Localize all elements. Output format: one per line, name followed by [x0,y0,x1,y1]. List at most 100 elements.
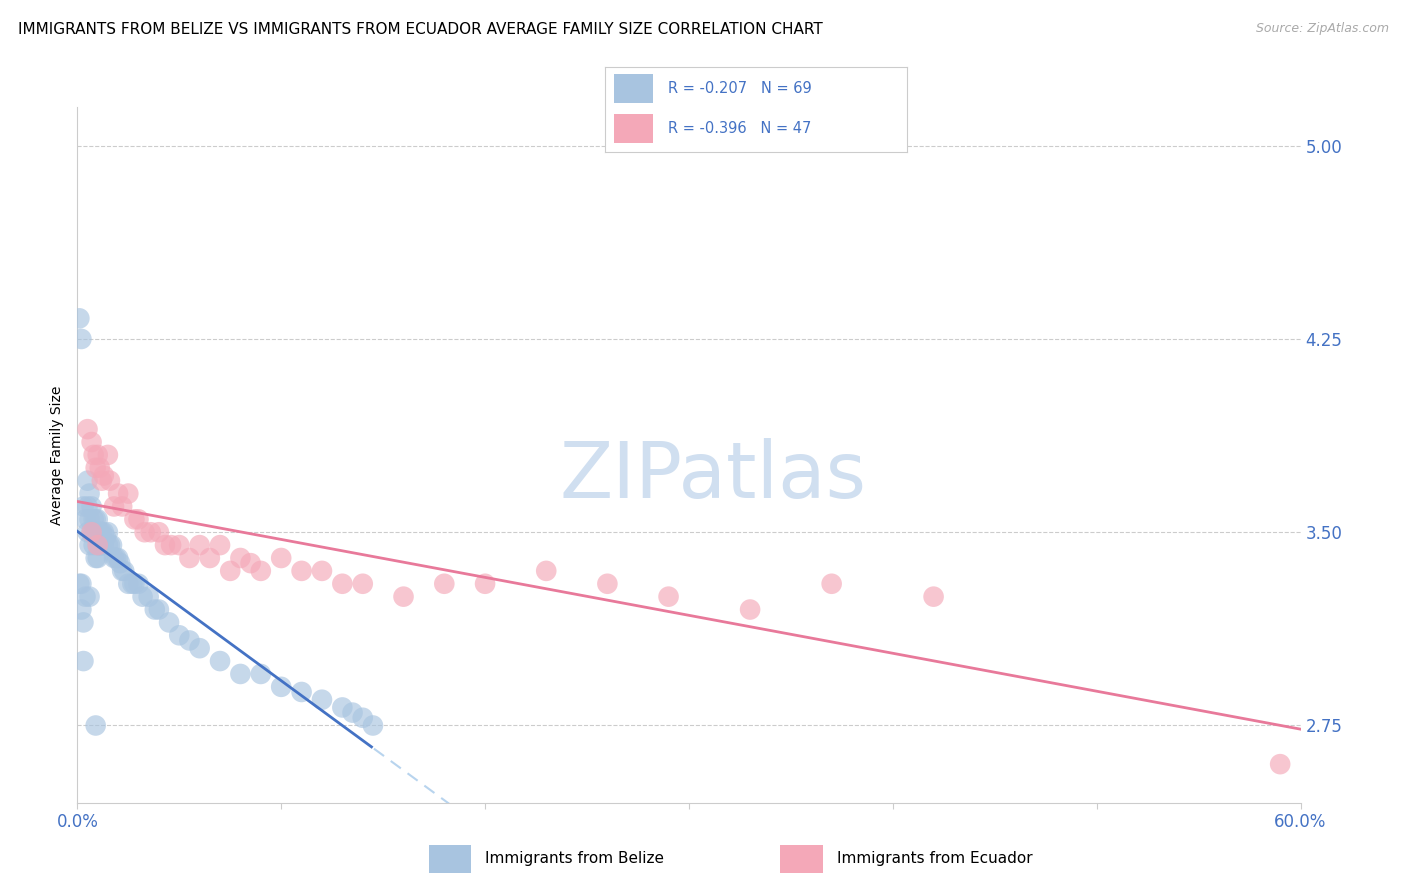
Point [75,512,97,526]
Point [98,474,121,488]
Point [84,551,107,566]
Point [103,500,125,514]
Point [76,474,98,488]
Point [1270,757,1292,772]
Point [83,525,105,540]
Point [536,564,558,578]
Point [124,576,146,591]
Point [179,633,201,648]
Point [117,486,139,500]
Point [80,435,103,450]
Point [67,311,90,326]
Point [131,590,153,604]
Point [188,641,211,656]
Point [188,538,211,552]
Point [311,692,333,706]
Text: Immigrants from Ecuador: Immigrants from Ecuador [837,851,1032,866]
Point [84,525,107,540]
Point [80,525,103,540]
Point [112,564,135,578]
Point [124,512,146,526]
Bar [613,74,652,103]
Point [72,500,94,514]
Point [76,525,98,540]
Point [87,448,110,462]
Point [111,500,134,514]
Point [270,680,292,694]
Point [332,576,354,591]
Point [70,576,93,591]
Point [107,551,129,566]
Point [97,448,120,462]
Point [148,525,170,540]
Point [90,525,112,540]
Bar [780,845,823,872]
Point [79,512,101,526]
Point [75,590,97,604]
Point [79,590,101,604]
Point [250,564,273,578]
Point [179,551,201,566]
Point [153,538,176,552]
Point [121,576,143,591]
Point [361,718,384,732]
Point [169,628,191,642]
Point [103,551,125,566]
Point [84,718,107,732]
Point [291,685,314,699]
Point [128,576,150,591]
Point [93,525,115,540]
Point [311,564,333,578]
Point [198,551,221,566]
Point [433,576,456,591]
Text: R = -0.396   N = 47: R = -0.396 N = 47 [668,120,811,136]
Point [80,525,103,540]
Point [740,602,762,616]
Text: ZIPatlas: ZIPatlas [560,438,868,514]
Point [90,538,112,552]
Point [67,576,90,591]
Bar [429,845,471,872]
Point [101,538,124,552]
Point [87,525,110,540]
Point [84,512,107,526]
Point [250,667,273,681]
Point [596,576,619,591]
Point [239,556,262,570]
Point [342,706,364,720]
Point [72,654,94,668]
Point [87,512,110,526]
Point [209,538,232,552]
Point [80,500,103,514]
Point [117,576,139,591]
Point [83,512,105,526]
Point [70,332,93,346]
Point [76,500,98,514]
Point [83,448,105,462]
Point [332,700,354,714]
Point [270,551,292,566]
Point [922,590,945,604]
Point [148,602,170,616]
Point [229,551,252,566]
Point [72,615,94,630]
Text: IMMIGRANTS FROM BELIZE VS IMMIGRANTS FROM ECUADOR AVERAGE FAMILY SIZE CORRELATIO: IMMIGRANTS FROM BELIZE VS IMMIGRANTS FRO… [18,22,823,37]
Point [97,525,120,540]
Point [160,538,183,552]
Point [821,576,844,591]
Point [93,538,115,552]
Point [291,564,314,578]
Point [105,551,128,566]
Point [474,576,496,591]
Point [98,538,121,552]
Point [352,711,374,725]
Point [97,538,120,552]
Point [392,590,415,604]
Point [84,460,107,475]
Point [143,602,166,616]
Point [138,590,160,604]
Bar [613,113,652,143]
Point [128,512,150,526]
Point [209,654,232,668]
Point [79,486,101,500]
